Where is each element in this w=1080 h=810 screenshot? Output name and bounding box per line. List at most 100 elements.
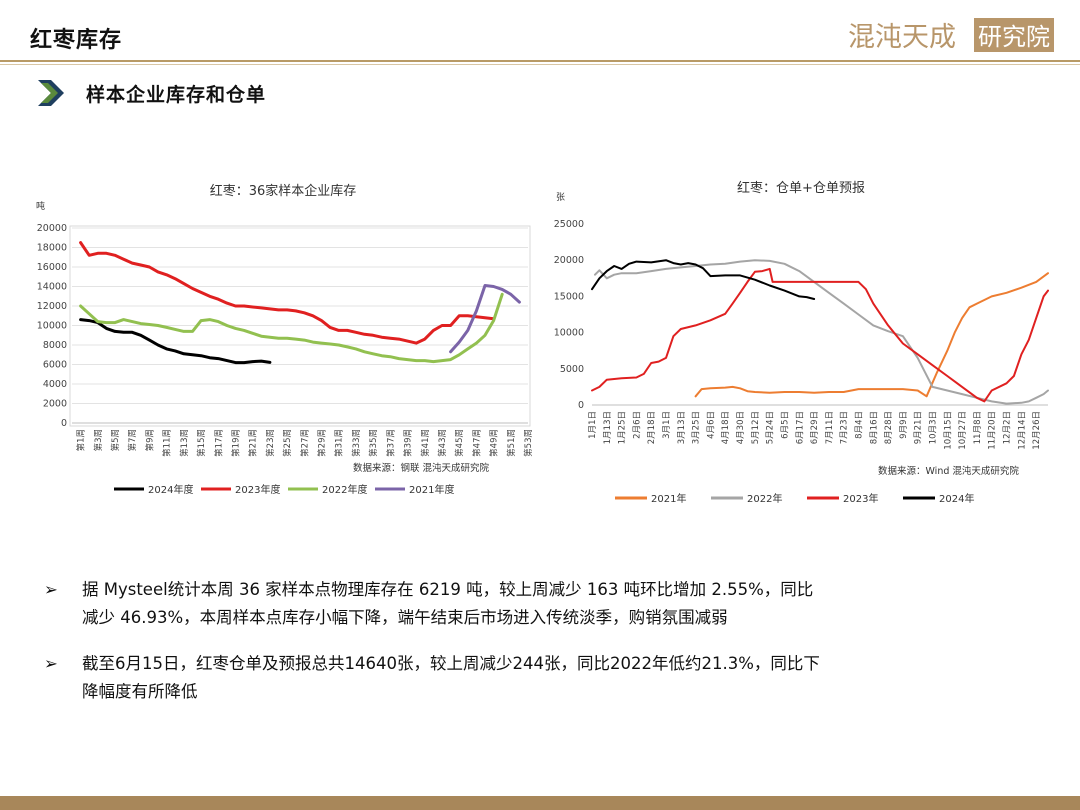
legend-label: 2024年度: [148, 483, 193, 496]
bullet-line: 降幅度有所降低: [82, 682, 198, 701]
x-tick-label: 8月4日: [854, 411, 864, 439]
x-tick-label: 第25周: [282, 429, 293, 457]
x-tick-label: 4月30日: [736, 411, 746, 444]
x-tick-label: 1月1日: [588, 411, 598, 439]
series-line: [694, 272, 1049, 398]
x-tick-label: 3月25日: [692, 411, 702, 444]
x-tick-label: 1月25日: [618, 411, 628, 444]
series-line: [591, 259, 816, 300]
x-tick-label: 3月1日: [662, 411, 672, 439]
legend-label: 2021年度: [409, 483, 454, 496]
y-tick-label: 2000: [43, 399, 67, 410]
x-tick-label: 9月21日: [914, 411, 924, 444]
x-tick-label: 第47周: [471, 429, 482, 457]
x-tick-label: 4月6日: [706, 411, 716, 439]
section-title: 样本企业库存和仓单: [86, 84, 267, 106]
x-tick-label: 10月3日: [929, 411, 939, 444]
y-axis-unit: 张: [556, 192, 565, 203]
x-tick-label: 第11周: [162, 429, 173, 457]
x-tick-label: 7月23日: [840, 411, 850, 444]
y-tick-label: 6000: [43, 360, 67, 371]
chart-source: 数据来源：Wind 混沌天成研究院: [878, 465, 1019, 477]
series-line: [449, 284, 521, 354]
header-divider-thin: [0, 64, 1080, 65]
x-tick-label: 第45周: [454, 429, 465, 457]
x-tick-label: 12月14日: [1017, 411, 1027, 450]
bullet-line: 减少 46.93%，本周样本点库存小幅下降，端午结束后市场进入传统淡季，购销氛围…: [82, 608, 728, 627]
x-tick-label: 第3周: [93, 429, 104, 451]
x-tick-label: 第41周: [420, 429, 431, 457]
legend-label: 2023年度: [235, 483, 280, 496]
bullet-item: ➢ 截至6月15日，红枣仓单及预报总共14640张，较上周减少244张，同比20…: [44, 650, 974, 706]
y-tick-label: 20000: [554, 255, 584, 266]
chart-inventory: 红枣：36家样本企业库存 吨 2000018000160001400012000…: [36, 183, 534, 496]
x-tick-label: 10月27日: [958, 411, 968, 450]
chart-title: 红枣：36家样本企业库存: [210, 183, 357, 199]
x-tick-label: 10月15日: [943, 411, 953, 450]
x-tick-label: 第43周: [437, 429, 448, 457]
x-tick-label: 第7周: [127, 429, 138, 451]
x-tick-label: 4月18日: [721, 411, 731, 444]
x-tick-label: 1月13日: [603, 411, 613, 444]
x-tick-label: 第17周: [213, 429, 224, 457]
arrow-bullet-icon: ➢: [44, 580, 58, 599]
x-tick-label: 第29周: [317, 429, 328, 457]
x-tick-label: 7月11日: [825, 411, 835, 444]
x-tick-label: 第9周: [144, 429, 155, 451]
x-tick-label: 第5周: [110, 429, 121, 451]
legend-label: 2022年度: [322, 483, 367, 496]
x-tick-label: 11月20日: [988, 411, 998, 450]
x-tick-label: 第49周: [489, 429, 500, 457]
x-tick-label: 第27周: [299, 429, 310, 457]
series-line: [79, 292, 504, 364]
x-tick-label: 2月6日: [632, 411, 642, 439]
y-tick-label: 15000: [554, 291, 584, 302]
x-tick-label: 第31周: [334, 429, 345, 457]
x-tick-label: 第33周: [351, 429, 362, 457]
x-tick-label: 3月13日: [677, 411, 687, 444]
bullet-item: ➢ 据 Mysteel统计本周 36 家样本点物理库存在 6219 吨，较上周减…: [44, 576, 974, 632]
footer-bar: [0, 796, 1080, 810]
x-tick-label: 8月28日: [884, 411, 894, 444]
y-tick-label: 25000: [554, 219, 584, 230]
chart-title: 红枣：仓单+仓单预报: [737, 180, 865, 196]
legend-label: 2023年: [843, 492, 878, 505]
x-tick-label: 第53周: [523, 429, 534, 457]
company-logo: 混沌天成 研究院: [848, 18, 1054, 53]
header-divider: [0, 60, 1080, 62]
legend-label: 2021年: [651, 492, 686, 505]
y-tick-label: 14000: [37, 282, 67, 293]
legend-label: 2022年: [747, 492, 782, 505]
y-tick-label: 10000: [554, 328, 584, 339]
bullet-line: 据 Mysteel统计本周 36 家样本点物理库存在 6219 吨，较上周减少 …: [82, 580, 814, 599]
x-tick-label: 12月26日: [1032, 411, 1042, 450]
svg-text:混沌天成: 混沌天成: [848, 22, 956, 53]
x-tick-label: 第39周: [403, 429, 414, 457]
charts-area: 红枣：36家样本企业库存 吨 2000018000160001400012000…: [36, 180, 1049, 505]
series-line: [79, 318, 272, 365]
x-tick-label: 6月17日: [795, 411, 805, 444]
series-line: [79, 241, 496, 345]
y-tick-label: 16000: [37, 262, 67, 273]
x-tick-label: 第15周: [196, 429, 207, 457]
x-tick-label: 6月5日: [780, 411, 790, 439]
x-tick-label: 第51周: [506, 429, 517, 457]
x-tick-label: 第21周: [248, 429, 259, 457]
x-tick-label: 5月24日: [766, 411, 776, 444]
y-tick-label: 0: [61, 418, 67, 429]
chevron-right-icon: [38, 80, 64, 106]
y-tick-label: 4000: [43, 379, 67, 390]
x-tick-label: 9月9日: [899, 411, 909, 439]
arrow-bullet-icon: ➢: [44, 654, 58, 673]
x-tick-label: 6月29日: [810, 411, 820, 444]
x-tick-label: 第35周: [368, 429, 379, 457]
x-tick-label: 第37周: [385, 429, 396, 457]
chart-source: 数据来源：钢联 混沌天成研究院: [353, 462, 490, 474]
x-tick-label: 第1周: [76, 429, 87, 451]
x-tick-label: 第13周: [179, 429, 190, 457]
x-tick-label: 第23周: [265, 429, 276, 457]
x-tick-label: 2月18日: [647, 411, 657, 444]
y-tick-label: 20000: [37, 223, 67, 234]
y-tick-label: 10000: [37, 321, 67, 332]
y-tick-label: 8000: [43, 340, 67, 351]
